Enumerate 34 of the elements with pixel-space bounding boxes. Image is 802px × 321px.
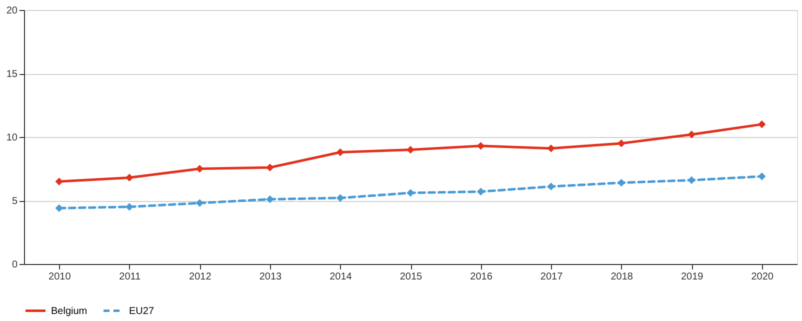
x-tick-label: 2017 (540, 272, 564, 282)
x-tick-label: 2012 (189, 272, 212, 282)
y-tick-label: 0 (12, 260, 18, 270)
point (617, 178, 626, 187)
point (547, 182, 555, 190)
x-tick-label: 2020 (751, 272, 774, 282)
x-tick-label: 2014 (330, 272, 352, 282)
point (617, 139, 626, 148)
legend-label: EU27 (129, 306, 154, 317)
point (476, 188, 485, 196)
point (266, 164, 274, 172)
point (126, 174, 134, 182)
point (406, 146, 414, 154)
point (406, 189, 414, 197)
x-tick-label: 2010 (48, 272, 72, 282)
point (547, 144, 555, 152)
x-tick-label: 2019 (680, 272, 704, 282)
point (266, 195, 274, 204)
point (688, 176, 696, 184)
x-tick-label: 2015 (400, 272, 423, 282)
point (688, 130, 696, 138)
legend-label: Belgium (51, 306, 88, 317)
point (476, 142, 485, 150)
x-tick-label: 2016 (470, 272, 493, 282)
y-tick-label: 5 (12, 196, 18, 207)
y-tick-label: 10 (6, 132, 18, 144)
y-tick-label: 20 (6, 6, 18, 16)
x-tick-label: 2013 (259, 272, 282, 282)
point (126, 202, 134, 211)
y-tick-label: 15 (6, 69, 18, 80)
x-tick-label: 2011 (119, 272, 142, 282)
point (336, 148, 344, 156)
x-tick-label: 2018 (610, 272, 634, 282)
point (758, 120, 766, 128)
